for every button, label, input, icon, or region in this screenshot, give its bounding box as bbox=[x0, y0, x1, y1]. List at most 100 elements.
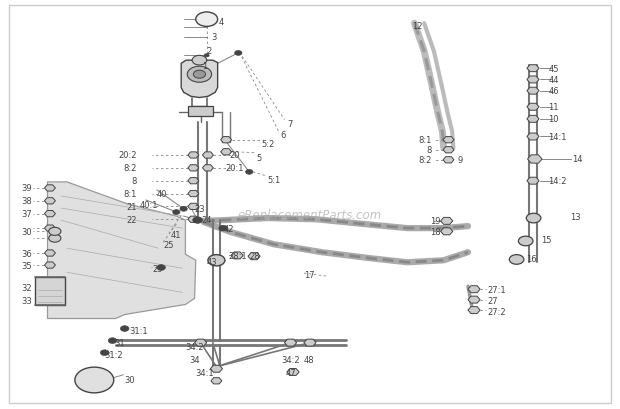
Polygon shape bbox=[181, 61, 218, 98]
Text: 34:2: 34:2 bbox=[281, 355, 299, 364]
Text: 31:2: 31:2 bbox=[105, 351, 123, 359]
Text: 16: 16 bbox=[526, 254, 536, 263]
Circle shape bbox=[75, 367, 113, 393]
Text: 42: 42 bbox=[224, 224, 234, 233]
Polygon shape bbox=[304, 339, 316, 346]
Text: 17: 17 bbox=[304, 270, 314, 279]
Text: 27: 27 bbox=[487, 296, 498, 305]
Circle shape bbox=[219, 226, 228, 231]
Polygon shape bbox=[468, 297, 480, 303]
Bar bbox=[188, 106, 213, 117]
Polygon shape bbox=[231, 252, 243, 259]
Text: 8:2: 8:2 bbox=[123, 164, 137, 173]
Text: 14:2: 14:2 bbox=[548, 177, 567, 186]
Circle shape bbox=[246, 170, 253, 175]
Text: 31:1: 31:1 bbox=[129, 326, 148, 335]
Text: 29: 29 bbox=[152, 264, 162, 273]
Circle shape bbox=[157, 265, 166, 271]
Polygon shape bbox=[527, 104, 539, 111]
Polygon shape bbox=[48, 182, 196, 319]
Polygon shape bbox=[45, 262, 55, 269]
Polygon shape bbox=[188, 204, 199, 210]
Text: 8: 8 bbox=[131, 177, 137, 186]
Text: 27:2: 27:2 bbox=[487, 308, 506, 317]
Text: 23: 23 bbox=[195, 204, 205, 213]
Polygon shape bbox=[468, 307, 480, 314]
Text: 36: 36 bbox=[21, 249, 32, 258]
Circle shape bbox=[192, 56, 206, 66]
Polygon shape bbox=[210, 365, 223, 372]
Polygon shape bbox=[45, 250, 55, 256]
Text: 41: 41 bbox=[170, 230, 181, 239]
Polygon shape bbox=[45, 185, 55, 191]
Text: 22: 22 bbox=[126, 215, 137, 224]
Polygon shape bbox=[188, 165, 199, 171]
Text: 46: 46 bbox=[548, 87, 559, 96]
Polygon shape bbox=[441, 228, 453, 235]
Polygon shape bbox=[441, 218, 453, 225]
Text: 8: 8 bbox=[426, 146, 432, 155]
Circle shape bbox=[49, 228, 61, 236]
Circle shape bbox=[49, 235, 61, 243]
Text: 1: 1 bbox=[202, 62, 207, 71]
Circle shape bbox=[173, 210, 180, 215]
Text: 48: 48 bbox=[304, 355, 314, 364]
Circle shape bbox=[180, 207, 187, 212]
Text: 8:1: 8:1 bbox=[123, 190, 137, 198]
Text: 13: 13 bbox=[570, 213, 581, 222]
Polygon shape bbox=[45, 225, 55, 231]
Circle shape bbox=[196, 13, 218, 27]
Text: 7: 7 bbox=[287, 120, 292, 129]
Circle shape bbox=[204, 54, 209, 58]
Text: 3: 3 bbox=[211, 32, 217, 41]
Polygon shape bbox=[468, 286, 480, 293]
Polygon shape bbox=[45, 211, 55, 217]
Text: 43: 43 bbox=[206, 257, 218, 266]
Text: 9: 9 bbox=[457, 156, 463, 165]
Text: 39: 39 bbox=[21, 184, 32, 193]
Polygon shape bbox=[188, 178, 199, 184]
Polygon shape bbox=[527, 116, 539, 123]
Text: 8:2: 8:2 bbox=[418, 156, 432, 165]
Bar bbox=[35, 277, 64, 306]
Text: 47: 47 bbox=[286, 369, 296, 378]
Polygon shape bbox=[527, 65, 539, 72]
Text: 5:1: 5:1 bbox=[267, 176, 281, 185]
Polygon shape bbox=[527, 178, 539, 185]
Polygon shape bbox=[443, 147, 454, 153]
Polygon shape bbox=[287, 369, 299, 375]
Text: 2: 2 bbox=[206, 47, 212, 56]
Polygon shape bbox=[188, 153, 199, 159]
Text: 27:1: 27:1 bbox=[487, 285, 506, 294]
Text: 40:1: 40:1 bbox=[140, 201, 158, 210]
Polygon shape bbox=[527, 77, 539, 84]
Text: 34: 34 bbox=[190, 355, 200, 364]
Circle shape bbox=[187, 67, 211, 83]
Circle shape bbox=[120, 326, 129, 332]
Text: 45: 45 bbox=[548, 65, 559, 74]
Polygon shape bbox=[527, 88, 539, 95]
Text: 19: 19 bbox=[430, 217, 441, 226]
Text: 32: 32 bbox=[21, 283, 32, 292]
Text: 25: 25 bbox=[163, 241, 174, 250]
Polygon shape bbox=[203, 153, 213, 159]
Polygon shape bbox=[195, 339, 206, 346]
Polygon shape bbox=[443, 157, 454, 164]
Text: 33: 33 bbox=[21, 296, 32, 305]
Polygon shape bbox=[248, 253, 260, 260]
Circle shape bbox=[526, 214, 541, 223]
Polygon shape bbox=[221, 149, 232, 155]
Text: 34:2: 34:2 bbox=[185, 342, 204, 351]
Text: 24: 24 bbox=[202, 215, 212, 224]
Circle shape bbox=[100, 350, 109, 355]
Text: 28:1: 28:1 bbox=[228, 251, 247, 260]
Text: 38: 38 bbox=[21, 197, 32, 206]
Text: 11: 11 bbox=[548, 103, 559, 112]
Text: 44: 44 bbox=[548, 76, 559, 85]
Text: 12: 12 bbox=[412, 22, 423, 31]
Polygon shape bbox=[221, 137, 232, 144]
Text: 31: 31 bbox=[114, 338, 125, 347]
Text: 20: 20 bbox=[230, 151, 241, 160]
Circle shape bbox=[518, 236, 533, 246]
Text: 8:1: 8:1 bbox=[418, 136, 432, 145]
